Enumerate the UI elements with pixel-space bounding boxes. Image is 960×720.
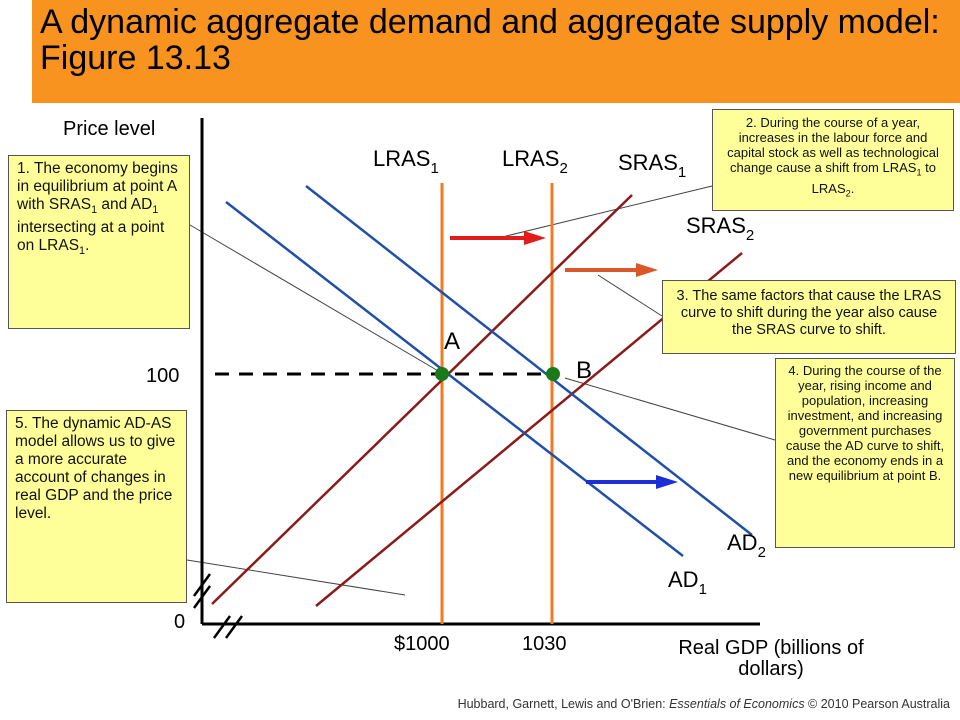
y-axis-break — [192, 573, 212, 597]
x-tick-1000: $1000 — [394, 633, 450, 655]
page-title: A dynamic aggregate demand and aggregate… — [40, 3, 940, 77]
ad1-curve — [225, 201, 684, 557]
lras-shift-arrowhead — [524, 231, 546, 245]
ad2-label: AD2 — [727, 530, 766, 561]
leader-line-note4 — [564, 377, 776, 441]
origin-label: 0 — [174, 611, 185, 633]
note-lras-shift: 2. During the course of a year, increase… — [712, 109, 954, 211]
ad-shift-arrowhead — [656, 475, 678, 489]
leader-line-note3 — [597, 274, 663, 317]
note-dynamic-model: 5. The dynamic AD-AS model allows us to … — [6, 410, 187, 603]
ad2-curve — [305, 185, 753, 536]
lras1-label: LRAS1 — [373, 146, 439, 177]
sras1-label: SRAS1 — [618, 150, 686, 181]
equilibrium-point-b — [546, 367, 560, 381]
point-a-label: A — [444, 328, 460, 355]
y-tick-100: 100 — [146, 365, 179, 387]
x-axis-label-line2: dollars) — [738, 658, 804, 680]
leader-line-note2 — [497, 185, 713, 239]
x-tick-1030: 1030 — [522, 633, 567, 655]
sras2-label: SRAS2 — [686, 213, 754, 244]
sras-shift-arrowhead — [636, 263, 658, 277]
point-b-label: B — [576, 357, 592, 384]
x-axis-break — [212, 615, 232, 639]
note-ad-shift: 4. During the course of the year, rising… — [775, 358, 955, 548]
title-bar — [32, 0, 960, 103]
footer-citation: Hubbard, Garnett, Lewis and O'Brien: Ess… — [457, 697, 950, 711]
note-initial-equilibrium: 1. The economy begins in equilibrium at … — [8, 155, 190, 329]
note-sras-shift: 3. The same factors that cause the LRAS … — [662, 280, 956, 354]
lras2-label: LRAS2 — [502, 146, 568, 177]
y-axis-break — [192, 585, 212, 609]
leader-line-note1 — [189, 224, 441, 373]
equilibrium-point-a — [435, 367, 449, 381]
leader-line-note5 — [186, 559, 406, 596]
sras1-curve — [211, 194, 633, 605]
x-axis-break — [224, 615, 244, 639]
y-axis-label: Price level — [63, 118, 155, 140]
ad1-label: AD1 — [668, 567, 707, 598]
x-axis-label-line1: Real GDP (billions of — [678, 637, 864, 659]
